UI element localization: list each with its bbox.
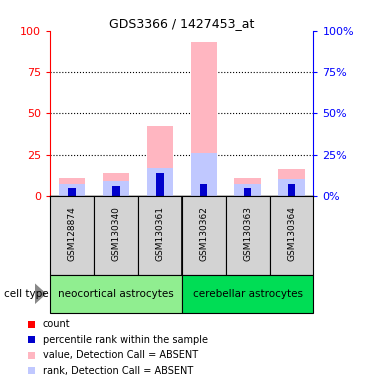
Bar [278, 169, 305, 196]
Bar [50, 275, 182, 313]
Text: GSM130361: GSM130361 [155, 206, 164, 261]
Bar [112, 192, 119, 196]
Text: GSM130340: GSM130340 [111, 206, 121, 261]
Text: neocortical astrocytes: neocortical astrocytes [58, 289, 174, 299]
Text: GSM130363: GSM130363 [243, 206, 252, 261]
Polygon shape [35, 283, 46, 305]
Bar [103, 173, 129, 196]
Bar [278, 179, 305, 196]
Bar [182, 196, 226, 275]
Bar [147, 126, 173, 196]
Bar [182, 275, 313, 313]
Bar [234, 184, 261, 196]
Text: GSM130362: GSM130362 [199, 206, 208, 261]
Bar [191, 153, 217, 196]
Bar [200, 192, 207, 196]
Bar [156, 192, 164, 196]
Text: cell type: cell type [4, 289, 48, 299]
Text: percentile rank within the sample: percentile rank within the sample [43, 335, 208, 345]
Text: cerebellar astrocytes: cerebellar astrocytes [193, 289, 303, 299]
Bar [244, 188, 251, 196]
Text: GSM130364: GSM130364 [287, 206, 296, 261]
Bar [200, 184, 207, 196]
Bar [288, 184, 295, 196]
Bar [226, 196, 270, 275]
Bar [103, 181, 129, 196]
Bar [244, 192, 251, 196]
Text: GDS3366 / 1427453_at: GDS3366 / 1427453_at [109, 17, 255, 30]
Text: GSM128874: GSM128874 [68, 206, 76, 261]
Bar [68, 192, 76, 196]
Bar [112, 186, 119, 196]
Bar [270, 196, 313, 275]
Bar [191, 42, 217, 196]
Bar [156, 173, 164, 196]
Bar [94, 196, 138, 275]
Text: value, Detection Call = ABSENT: value, Detection Call = ABSENT [43, 350, 198, 360]
Bar [68, 188, 76, 196]
Text: count: count [43, 319, 70, 329]
Bar [147, 168, 173, 196]
Bar [59, 184, 85, 196]
Bar [138, 196, 182, 275]
Bar [50, 196, 94, 275]
Bar [59, 178, 85, 196]
Text: rank, Detection Call = ABSENT: rank, Detection Call = ABSENT [43, 366, 193, 376]
Bar [288, 192, 295, 196]
Bar [234, 178, 261, 196]
